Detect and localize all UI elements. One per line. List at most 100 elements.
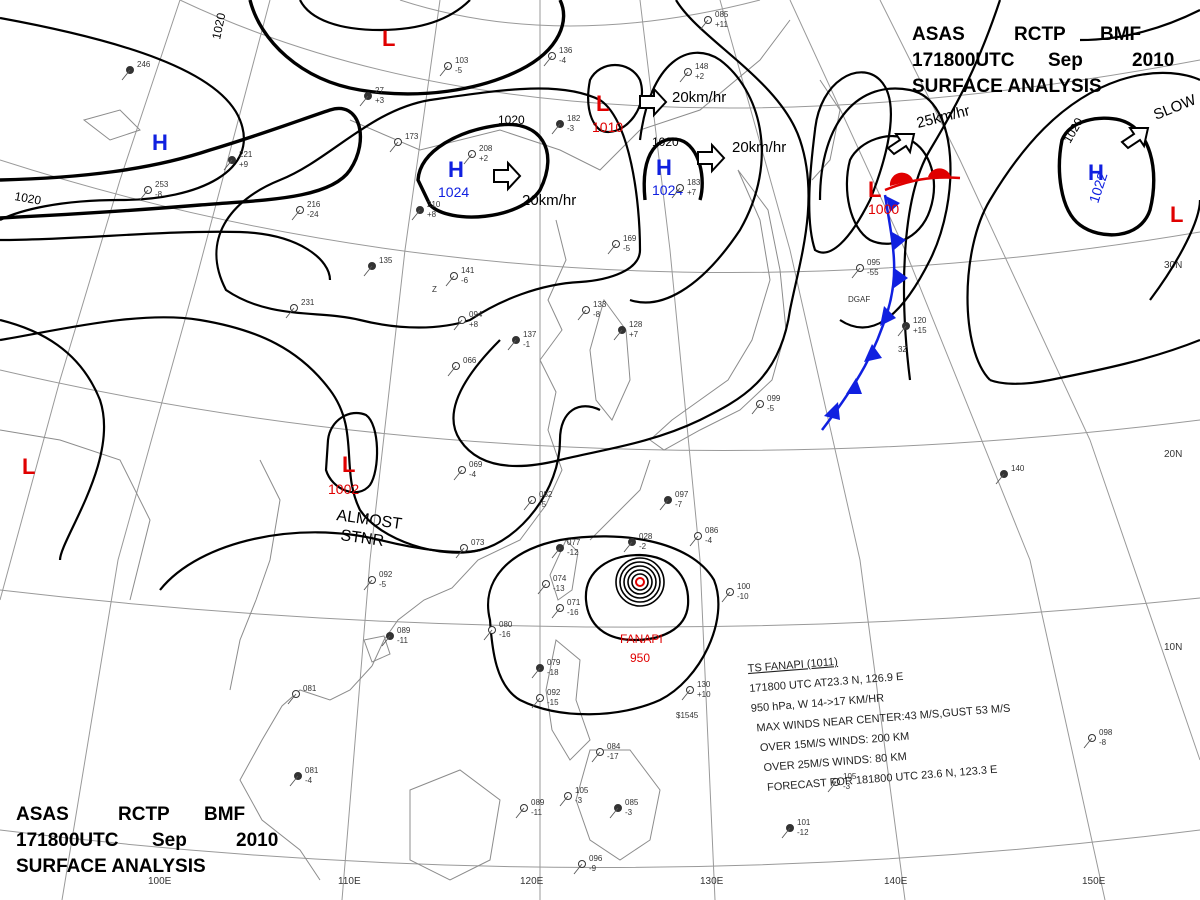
low-center-marker: L <box>22 454 35 479</box>
station-plot: 077-12 <box>551 538 581 559</box>
station-pressure: 136 <box>559 46 573 55</box>
cold-front-triangle-icon <box>880 306 896 326</box>
wind-barb-icon <box>559 795 569 807</box>
station-pressure: 208 <box>479 144 493 153</box>
station-tendency: +7 <box>629 330 639 339</box>
motion-arrow-icon <box>697 142 726 174</box>
meridian-100e <box>61 0 271 900</box>
station-pressure: 092 <box>379 570 393 579</box>
station-plot: 074-13 <box>537 574 567 595</box>
station-pressure: 103 <box>455 56 469 65</box>
cold-front-triangle-icon <box>846 378 862 394</box>
isobar <box>902 0 1002 381</box>
high-center-marker: H <box>448 157 464 182</box>
station-plot: 101-12 <box>781 818 811 839</box>
station-tendency: +9 <box>239 160 249 169</box>
station-tendency: -13 <box>553 584 565 593</box>
station-plot: 221+9 <box>223 150 253 171</box>
lat-label: 10N <box>1164 642 1182 653</box>
header-bottom-left: ASAS RCTP BMF 171800UTC Sep 2010 SURFACE… <box>16 804 278 877</box>
isobar <box>0 316 601 554</box>
station-plot: 080-16 <box>483 620 513 641</box>
wind-barb-icon <box>543 55 553 67</box>
station-tendency: -15 <box>547 698 559 707</box>
station-tendency: -6 <box>461 276 469 285</box>
station-plot: 094+8 <box>453 310 483 331</box>
isobar <box>808 71 892 254</box>
station-plot: 210+8 <box>411 200 441 221</box>
stationary-note-line: STNR <box>339 527 385 550</box>
station-plot: 092-5 <box>363 570 393 591</box>
lon-label: 110E <box>338 876 361 887</box>
motion-arrow-icon <box>639 86 668 118</box>
station-pressure: 079 <box>547 658 561 667</box>
header-line-1-part: RCTP <box>118 804 170 825</box>
station-pressure: 133 <box>593 300 607 309</box>
wind-barb-icon <box>389 141 399 153</box>
wind-barb-icon <box>659 499 669 511</box>
station-tendency: -11 <box>531 808 543 817</box>
isobar <box>0 230 332 281</box>
station-pressure: 085 <box>625 798 639 807</box>
lon-label: 130E <box>700 876 724 887</box>
header-line-3: SURFACE ANALYSIS <box>912 76 1102 97</box>
low-center-marker: L <box>342 452 355 477</box>
wind-barb-icon <box>531 667 541 679</box>
wind-barb-icon <box>523 499 533 511</box>
wind-barb-icon <box>751 403 761 415</box>
station-tendency: -4 <box>305 776 313 785</box>
station-plot: 089-11 <box>381 626 411 647</box>
lon-label: 140E <box>884 876 908 887</box>
isobar-labels: 1020 1020 1020 1020 1020 <box>13 11 1086 207</box>
station-plot: 128+7 <box>613 320 643 341</box>
station-plot: 085+11 <box>699 10 729 31</box>
station-pressure: 231 <box>301 298 315 307</box>
motion-label: 20km/hr <box>672 89 726 106</box>
isobar <box>587 64 643 133</box>
parallel-10n <box>0 589 1200 628</box>
station-tendency: -16 <box>499 630 511 639</box>
bulletin-line: TS FANAPI (1011) <box>747 656 838 675</box>
station-tendency: -12 <box>797 828 809 837</box>
lon-label: 100E <box>148 876 172 887</box>
station-plot: 081-4 <box>289 766 319 787</box>
station-tendency: -2 <box>639 542 647 551</box>
station-codes: DGAF 3Z Z $1545 <box>432 285 907 720</box>
motion-arrow-icon <box>886 133 916 156</box>
header-line-2-part: Sep <box>1048 50 1083 71</box>
isobar <box>989 338 1200 385</box>
station-pressure: 098 <box>1099 728 1113 737</box>
station-plot: 098-8 <box>1083 728 1113 749</box>
low-center-marker: L <box>382 26 395 51</box>
bulletin-line: OVER 15M/S WINDS: 200 KM <box>760 731 910 755</box>
motion-label: 20km/hr <box>522 192 576 209</box>
wind-barb-icon <box>463 153 473 165</box>
wind-barb-icon <box>551 547 561 559</box>
coast-india <box>0 429 151 601</box>
header-line-1-part: BMF <box>1100 24 1141 45</box>
cold-front-triangle-icon <box>894 268 908 288</box>
station-pressure: 081 <box>305 766 319 775</box>
isobar <box>0 318 106 561</box>
coast-myanmar <box>229 459 281 691</box>
station-tendency: -3 <box>575 796 583 805</box>
coast-indochina <box>239 665 373 881</box>
station-plot: 216-24 <box>291 200 321 221</box>
cold-front <box>821 194 908 431</box>
station-tendency: -17 <box>607 752 619 761</box>
cold-front-triangle-icon <box>886 196 900 212</box>
station-tendency: -4 <box>705 536 713 545</box>
wind-barb-icon <box>531 697 541 709</box>
station-tendency: +11 <box>715 20 729 29</box>
wind-barb-icon <box>223 159 233 171</box>
station-plot: 208+2 <box>463 144 493 165</box>
isobar <box>966 71 1200 381</box>
typhoon-eye-icon <box>635 577 645 587</box>
high-center-value: 1024 <box>438 184 469 200</box>
low-center-marker: L <box>596 91 609 116</box>
station-tendency: -1 <box>523 340 531 349</box>
isobar <box>1079 9 1200 42</box>
isobar <box>159 531 481 591</box>
isobar-label: 1020 <box>498 113 525 127</box>
